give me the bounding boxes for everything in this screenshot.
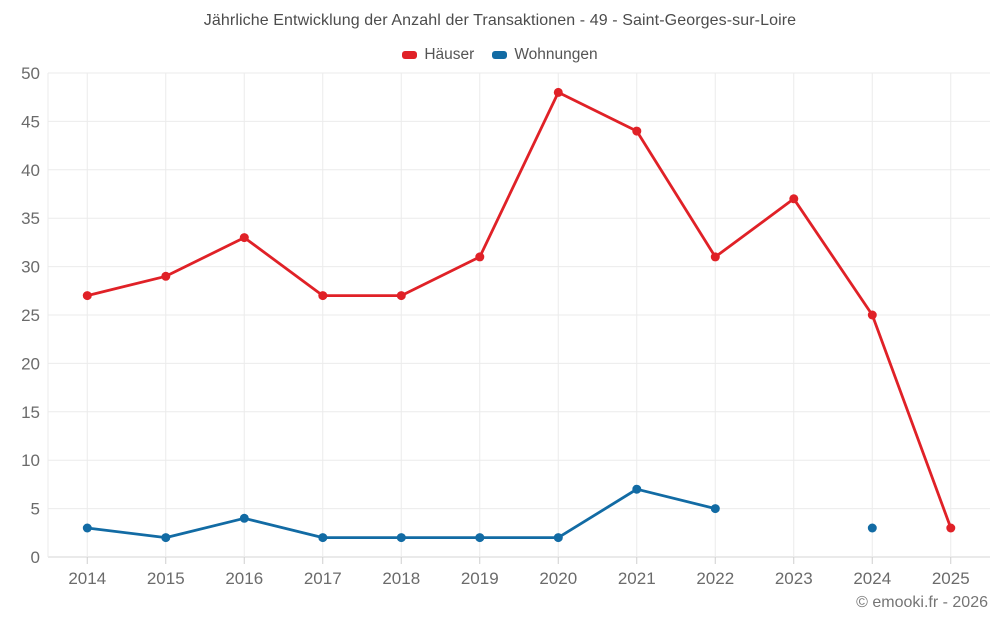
x-tick-label: 2015 xyxy=(147,569,185,588)
y-tick-label: 5 xyxy=(31,500,40,519)
legend-label: Wohnungen xyxy=(514,46,598,63)
data-point-wohnungen xyxy=(632,484,642,494)
data-point-häuser xyxy=(396,291,406,301)
data-point-häuser xyxy=(710,252,720,262)
x-tick-label: 2018 xyxy=(382,569,420,588)
x-tick-label: 2019 xyxy=(461,569,499,588)
data-point-häuser xyxy=(318,291,328,301)
legend-label: Häuser xyxy=(424,46,475,63)
data-point-häuser xyxy=(161,271,171,281)
data-point-wohnungen xyxy=(710,504,720,514)
x-tick-label: 2025 xyxy=(932,569,970,588)
data-point-häuser xyxy=(475,252,485,262)
x-tick-label: 2024 xyxy=(853,569,891,588)
x-tick-label: 2023 xyxy=(775,569,813,588)
data-point-wohnungen xyxy=(553,533,563,543)
x-tick-label: 2021 xyxy=(618,569,656,588)
data-point-häuser xyxy=(553,87,563,97)
data-point-häuser xyxy=(789,194,799,204)
data-point-wohnungen xyxy=(161,533,171,543)
data-point-häuser xyxy=(632,126,642,136)
y-tick-label: 35 xyxy=(21,209,40,228)
y-tick-label: 50 xyxy=(21,64,40,83)
data-point-wohnungen xyxy=(867,523,877,533)
y-tick-label: 0 xyxy=(31,548,40,567)
y-tick-label: 20 xyxy=(21,354,40,373)
data-point-häuser xyxy=(239,233,249,243)
x-tick-label: 2017 xyxy=(304,569,342,588)
legend-item-häuser[interactable]: Häuser xyxy=(402,46,474,64)
legend-swatch-wohnungen xyxy=(492,51,508,59)
x-tick-label: 2020 xyxy=(539,569,577,588)
y-tick-label: 10 xyxy=(21,451,40,470)
data-point-häuser xyxy=(867,310,877,320)
chart-title: Jährliche Entwicklung der Anzahl der Tra… xyxy=(203,12,797,29)
x-tick-label: 2016 xyxy=(225,569,263,588)
data-point-häuser xyxy=(82,291,92,301)
legend-item-wohnungen[interactable]: Wohnungen xyxy=(492,46,598,64)
x-tick-label: 2022 xyxy=(696,569,734,588)
data-point-wohnungen xyxy=(318,533,328,543)
data-point-wohnungen xyxy=(239,513,249,523)
y-tick-label: 40 xyxy=(21,161,40,180)
y-tick-label: 45 xyxy=(21,112,40,131)
copyright-text: © emooki.fr - 2026 xyxy=(856,594,988,611)
x-tick-label: 2014 xyxy=(68,569,106,588)
y-tick-label: 15 xyxy=(21,403,40,422)
data-point-wohnungen xyxy=(475,533,485,543)
data-point-häuser xyxy=(946,523,956,533)
y-tick-label: 30 xyxy=(21,258,40,277)
data-point-wohnungen xyxy=(396,533,406,543)
series-line-häuser xyxy=(85,91,953,530)
data-point-wohnungen xyxy=(82,523,92,533)
chart-legend: Häuser Wohnungen xyxy=(0,46,1000,64)
legend-swatch-häuser xyxy=(402,51,418,59)
y-tick-label: 25 xyxy=(21,306,40,325)
